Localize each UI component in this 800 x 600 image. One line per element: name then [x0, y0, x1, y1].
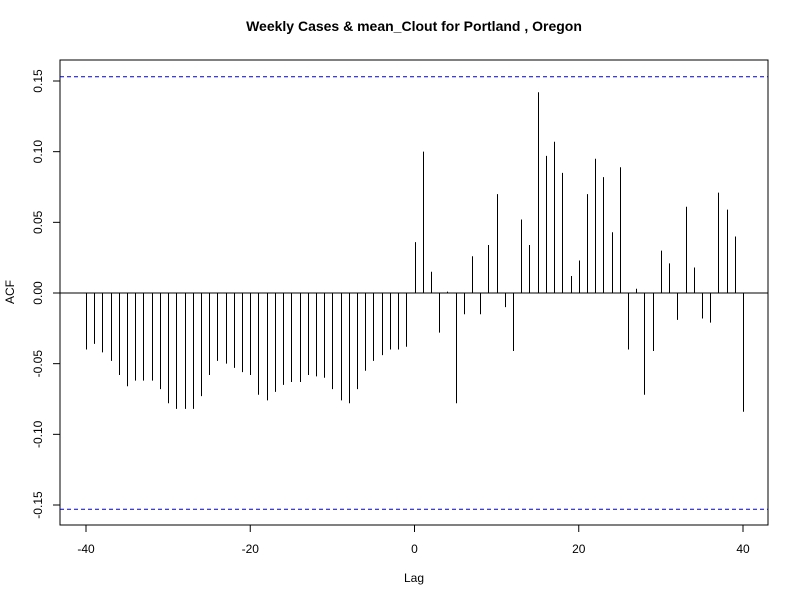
- x-tick-label: 0: [411, 542, 418, 556]
- y-tick-label: 0.10: [31, 140, 45, 164]
- chart-title: Weekly Cases & mean_Clout for Portland ,…: [246, 18, 582, 34]
- x-tick-label: 40: [736, 542, 750, 556]
- chart-marks: -40 -20 0 20 40 -0.15 -0.10 -0.05 0.00 0.05 0.10 0.…: [31, 69, 768, 556]
- y-tick-label: 0.05: [31, 210, 45, 234]
- y-tick-label: -0.15: [31, 491, 45, 519]
- y-tick-label: -0.05: [31, 350, 45, 378]
- y-tick-label: -0.10: [31, 420, 45, 448]
- x-tick-label: -40: [77, 542, 95, 556]
- y-tick-label: 0.00: [31, 281, 45, 305]
- y-tick-label: 0.15: [31, 69, 45, 93]
- x-tick-label: 20: [572, 542, 586, 556]
- x-axis-label: Lag: [404, 571, 424, 585]
- y-axis-label: ACF: [3, 280, 17, 304]
- x-tick-label: -20: [242, 542, 260, 556]
